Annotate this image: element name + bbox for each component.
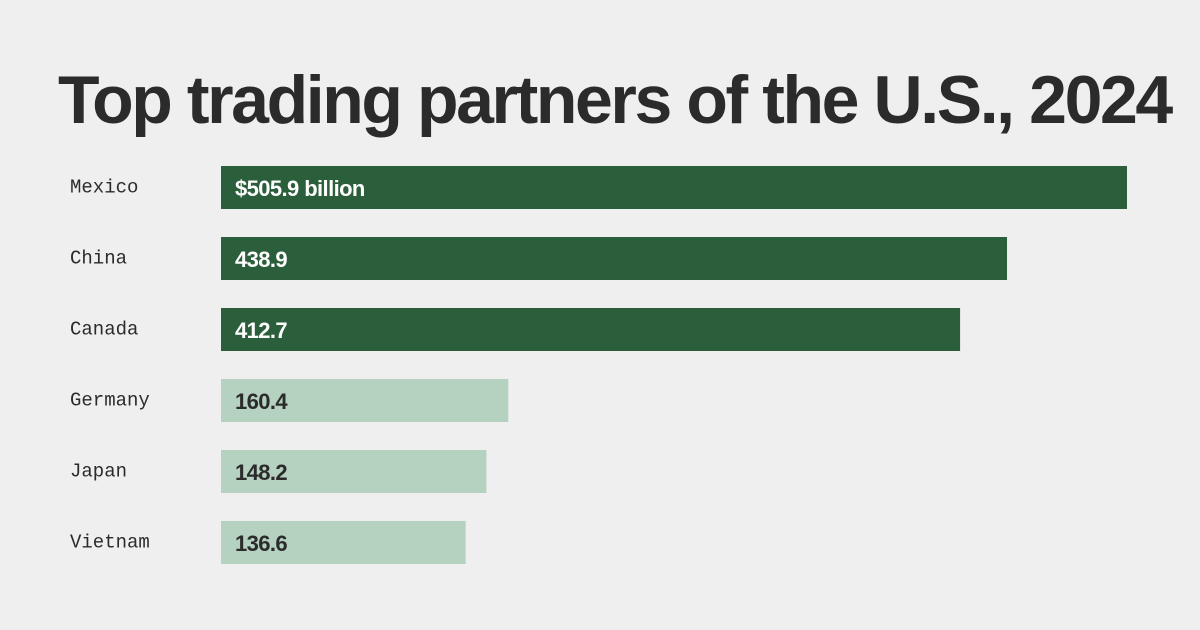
category-label: Japan	[70, 461, 127, 483]
bar	[221, 237, 1008, 280]
value-label: 412.7	[235, 318, 287, 343]
value-label: 148.2	[235, 460, 287, 485]
category-label: Germany	[70, 390, 150, 412]
bar	[221, 379, 509, 422]
category-label: Canada	[70, 319, 138, 341]
value-label: 438.9	[235, 247, 287, 272]
bar-row-germany: Germany 160.4	[70, 379, 509, 422]
bar	[221, 450, 487, 493]
value-label: 136.6	[235, 531, 287, 556]
chart-title: Top trading partners of the U.S., 2024	[58, 62, 1173, 138]
bar	[221, 521, 466, 564]
bar-row-china: China 438.9	[70, 237, 1008, 280]
bar	[221, 308, 961, 351]
value-label: 160.4	[235, 389, 288, 414]
bar-row-japan: Japan 148.2	[70, 450, 487, 493]
category-label: China	[70, 248, 127, 270]
category-label: Vietnam	[70, 532, 150, 554]
category-label: Mexico	[70, 177, 138, 199]
bar-row-vietnam: Vietnam 136.6	[70, 521, 466, 564]
bar-row-canada: Canada 412.7	[70, 308, 961, 351]
bar	[221, 166, 1127, 209]
bar-row-mexico: Mexico $505.9 billion	[70, 166, 1127, 209]
value-label: $505.9 billion	[235, 176, 365, 201]
